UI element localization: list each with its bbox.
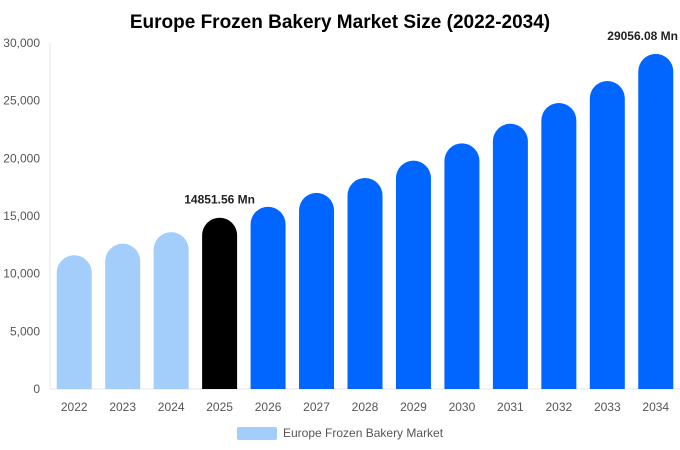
x-tick-label: 2025 (206, 400, 233, 414)
y-tick-label: 5,000 (10, 324, 40, 338)
y-tick-label: 20,000 (3, 151, 40, 165)
bar-2029 (395, 160, 431, 389)
x-tick-label: 2023 (109, 400, 136, 414)
x-tick-label: 2030 (449, 400, 476, 414)
bars (56, 53, 674, 390)
data-labels: 14851.56 Mn 29056.08 Mn (184, 29, 678, 207)
bar-2024 (153, 232, 189, 389)
y-tick-label: 15,000 (3, 209, 40, 223)
bar-2027 (299, 192, 335, 389)
data-label-2025: 14851.56 Mn (184, 193, 255, 207)
y-tick-label: 10,000 (3, 267, 40, 281)
x-tick-label: 2024 (158, 400, 185, 414)
x-tick-label: 2033 (594, 400, 621, 414)
bar-2030 (444, 143, 480, 389)
x-axis-ticks: 2022 2023 2024 2025 2026 2027 2028 2029 2030 2031… (61, 400, 670, 414)
y-tick-label: 30,000 (3, 36, 40, 50)
bar-2023 (105, 243, 141, 389)
bar-2031 (492, 123, 528, 389)
chart-title: Europe Frozen Bakery Market Size (2022-2… (130, 12, 550, 33)
data-label-2034: 29056.08 Mn (607, 29, 678, 43)
bar-2028 (347, 177, 383, 389)
bar-2032 (541, 102, 577, 389)
x-tick-label: 2031 (497, 400, 524, 414)
x-tick-label: 2026 (255, 400, 282, 414)
bar-2026 (250, 206, 286, 389)
legend-swatch (237, 427, 277, 440)
legend: Europe Frozen Bakery Market (237, 426, 444, 440)
x-tick-label: 2032 (545, 400, 572, 414)
x-tick-label: 2027 (303, 400, 330, 414)
x-tick-label: 2029 (400, 400, 427, 414)
legend-label: Europe Frozen Bakery Market (283, 426, 444, 440)
y-tick-label: 0 (33, 382, 40, 396)
bar-2022 (56, 255, 92, 389)
y-axis: 0 5,000 10,000 15,000 20,000 25,000 30,000 (3, 36, 51, 396)
bar-2033 (589, 81, 625, 389)
x-tick-label: 2028 (352, 400, 379, 414)
x-tick-label: 2034 (642, 400, 669, 414)
bar-2034 (638, 53, 674, 390)
bar-2025 (202, 217, 238, 389)
y-tick-label: 25,000 (3, 94, 40, 108)
x-tick-label: 2022 (61, 400, 88, 414)
